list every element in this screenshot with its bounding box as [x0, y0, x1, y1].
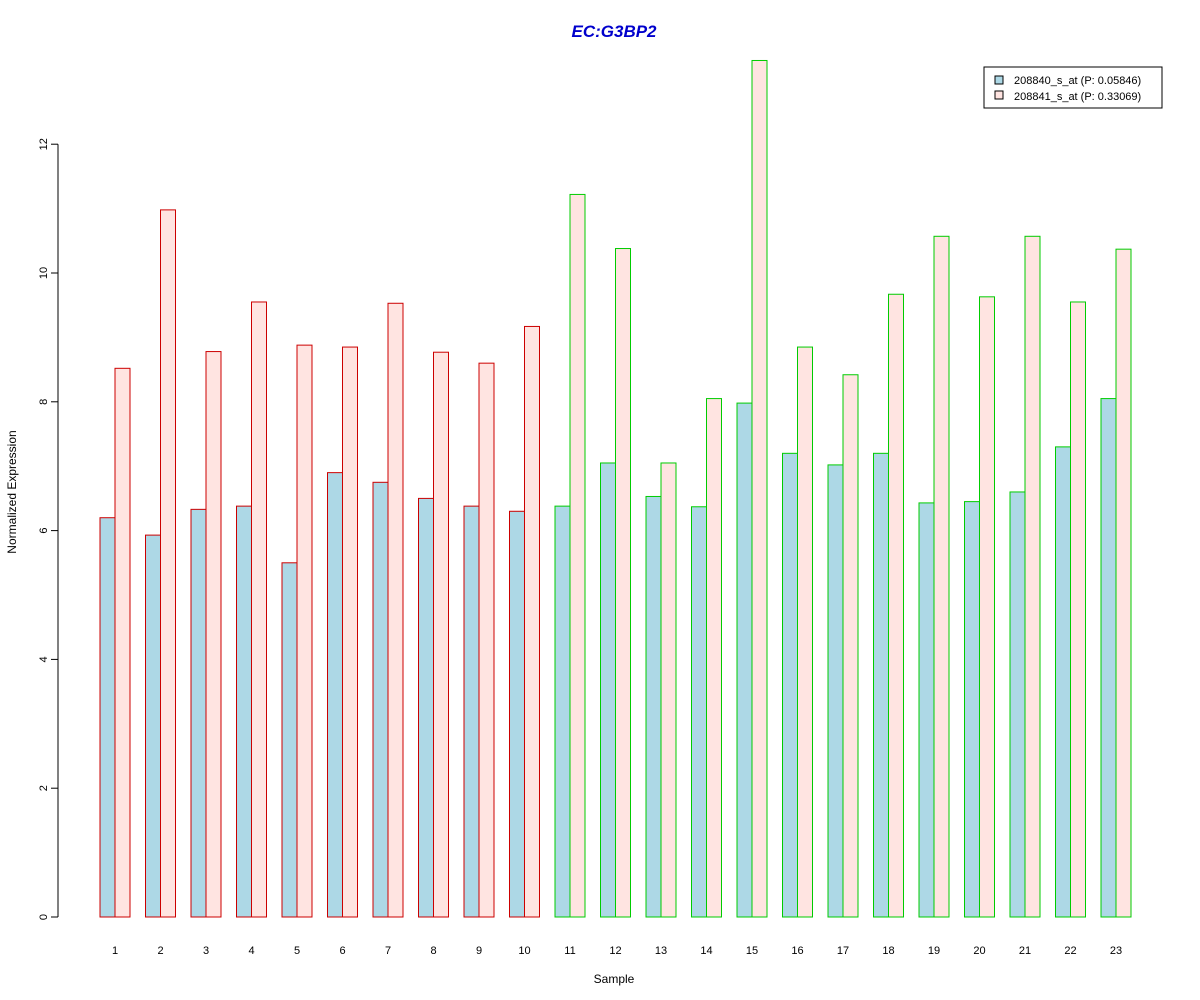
bar-sample-13-series-1 — [645, 495, 662, 918]
bar-sample-12-series-1 — [600, 462, 616, 918]
legend: 208840_s_at (P: 0.05846) 208841_s_at (P:… — [983, 66, 1163, 109]
bar-sample-14-series-2 — [706, 398, 722, 918]
bar-sample-2-series-2 — [160, 209, 176, 918]
x-tick-label: 7 — [385, 945, 391, 957]
legend-swatch-series-2 — [994, 90, 1004, 100]
bar-sample-11-series-1 — [554, 505, 571, 918]
legend-box — [983, 66, 1163, 109]
x-tick-label: 20 — [973, 945, 985, 957]
bar-sample-19-series-2 — [933, 235, 950, 918]
bar-sample-16-series-2 — [797, 346, 813, 918]
bar-sample-22-series-1 — [1055, 446, 1071, 918]
x-tick-label: 15 — [746, 945, 758, 957]
x-tick-label: 23 — [1110, 945, 1122, 957]
x-tick-label: 19 — [928, 945, 940, 957]
bar-sample-17-series-1 — [827, 464, 844, 918]
bar-sample-23-series-2 — [1115, 248, 1132, 918]
bar-sample-17-series-2 — [842, 374, 859, 918]
x-tick-label: 11 — [564, 945, 575, 957]
x-tick-label: 22 — [1064, 945, 1076, 957]
bar-sample-2-series-1 — [145, 534, 161, 918]
bar-sample-20-series-2 — [979, 296, 995, 918]
x-tick-labels: 1 2 3 4 5 6 7 8 9 10 11 12 13 14 15 16 17 18 19 20 21 22 23 — [112, 945, 1122, 957]
bar-sample-1-series-2 — [114, 367, 131, 918]
y-tick-label: 4 — [38, 656, 50, 662]
x-tick-label: 1 — [112, 945, 118, 957]
bar-sample-11-series-2 — [569, 193, 586, 918]
bar-sample-10-series-2 — [524, 325, 540, 918]
bar-sample-6-series-1 — [327, 472, 343, 918]
bar-sample-20-series-1 — [964, 501, 980, 918]
bar-sample-19-series-1 — [918, 502, 935, 918]
bar-sample-3-series-2 — [205, 351, 222, 918]
bar-sample-5-series-1 — [281, 562, 298, 918]
y-tick-label: 6 — [38, 528, 50, 534]
bar-sample-8-series-2 — [433, 351, 449, 918]
bar-sample-5-series-2 — [296, 344, 313, 918]
x-tick-label: 13 — [655, 945, 667, 957]
bar-sample-3-series-1 — [190, 508, 207, 918]
bar-sample-16-series-1 — [782, 452, 798, 918]
bar-sample-8-series-1 — [418, 497, 434, 918]
bar-sample-18-series-1 — [873, 452, 889, 918]
y-tick-label: 2 — [38, 785, 50, 791]
bar-sample-22-series-2 — [1070, 301, 1086, 918]
x-tick-label: 16 — [791, 945, 803, 957]
bar-sample-21-series-1 — [1009, 491, 1026, 918]
x-tick-label: 17 — [837, 945, 849, 957]
bar-sample-6-series-2 — [342, 346, 358, 918]
y-axis-label: Normalized Expression — [5, 430, 19, 553]
bars — [99, 59, 1132, 918]
x-tick-label: 12 — [609, 945, 621, 957]
bar-sample-7-series-2 — [387, 302, 404, 918]
bar-sample-9-series-2 — [478, 362, 495, 918]
x-axis-label: Sample — [594, 972, 635, 986]
bar-sample-10-series-1 — [509, 510, 525, 918]
bar-sample-21-series-2 — [1024, 235, 1041, 918]
bar-sample-23-series-1 — [1100, 398, 1117, 918]
legend-swatch-series-1 — [994, 75, 1004, 85]
bar-sample-15-series-1 — [736, 402, 753, 918]
x-tick-label: 18 — [882, 945, 894, 957]
bar-sample-4-series-1 — [236, 505, 252, 918]
x-tick-label: 6 — [339, 945, 345, 957]
y-axis: 0 2 4 6 8 10 12 — [38, 138, 59, 920]
bar-sample-12-series-2 — [615, 248, 631, 918]
y-tick-label: 12 — [38, 138, 50, 150]
x-tick-label: 4 — [248, 945, 254, 957]
bar-sample-13-series-2 — [660, 462, 677, 918]
x-tick-label: 9 — [476, 945, 482, 957]
y-tick-label: 10 — [38, 267, 50, 279]
x-tick-label: 10 — [518, 945, 530, 957]
y-tick-label: 0 — [38, 914, 50, 920]
bar-sample-9-series-1 — [463, 505, 480, 918]
legend-label-series-2: 208841_s_at (P: 0.33069) — [1014, 91, 1141, 103]
bar-sample-18-series-2 — [888, 293, 904, 918]
bar-sample-7-series-1 — [372, 481, 389, 918]
x-tick-label: 2 — [157, 945, 163, 957]
x-tick-label: 21 — [1019, 945, 1031, 957]
bar-sample-15-series-2 — [751, 59, 768, 918]
x-tick-label: 8 — [430, 945, 436, 957]
x-tick-label: 3 — [203, 945, 209, 957]
x-tick-label: 14 — [700, 945, 712, 957]
x-tick-label: 5 — [294, 945, 300, 957]
bar-sample-14-series-1 — [691, 506, 707, 918]
y-tick-label: 8 — [38, 399, 50, 405]
legend-label-series-1: 208840_s_at (P: 0.05846) — [1014, 75, 1141, 87]
bar-sample-4-series-2 — [251, 301, 267, 918]
bar-sample-1-series-1 — [99, 517, 116, 918]
chart-title: EC:G3BP2 — [571, 22, 657, 41]
